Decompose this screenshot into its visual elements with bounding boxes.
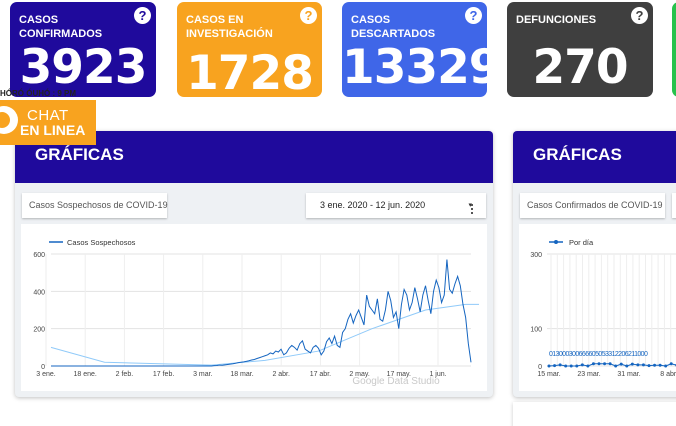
x-tick-label: 17 feb. xyxy=(153,371,174,378)
data-point xyxy=(653,363,657,367)
investigation-cases-card: CASOS EN INVESTIGACIÓN ? 1728 xyxy=(177,2,322,97)
deaths-card: DEFUNCIONES ? 270 xyxy=(507,2,653,97)
discarded-cases-label: CASOS DESCARTADOS xyxy=(351,14,436,40)
confirmed-cases-label: CASOS CONFIRMADOS xyxy=(19,14,103,40)
x-tick-label: 17 abr. xyxy=(310,371,331,378)
data-labels: 013000300666605053312206211000 xyxy=(549,351,648,358)
data-point xyxy=(564,364,568,368)
chart-container: 0 100 300 15 mar. 23 mar. 31 mar. 8 abr. Por dí… xyxy=(519,224,676,391)
panel-title: GRÁFICAS xyxy=(513,131,676,183)
trend-line xyxy=(50,303,480,366)
x-tick-label: 18 mar. xyxy=(230,371,253,378)
discarded-cases-card: CASOS DESCARTADOS ? 13329 xyxy=(342,2,487,97)
y-tick-label: 100 xyxy=(530,327,542,334)
suspected-chart-panel: GRÁFICAS Casos Sospechosos de COVID-19 3… xyxy=(15,131,493,397)
series-line-suspected xyxy=(51,259,472,367)
date-range-picker-partial[interactable] xyxy=(672,193,676,218)
x-tick-label: 2 may. xyxy=(349,371,370,378)
y-tick-label: 300 xyxy=(530,252,542,259)
x-tick-label: 2 abr. xyxy=(272,371,290,378)
investigation-cases-value: 1728 xyxy=(186,46,314,98)
legend-marker xyxy=(554,240,558,244)
y-tick-label: 0 xyxy=(538,364,542,371)
data-point xyxy=(569,364,573,368)
data-point xyxy=(608,362,612,366)
chart-container: 0 200 400 600 3 ene. 18 ene. 2 feb. 17 feb. 3 ma… xyxy=(21,224,487,391)
data-point xyxy=(664,364,668,368)
more-options-icon[interactable] xyxy=(471,204,473,214)
x-tick-label: 3 mar. xyxy=(193,371,213,378)
watermark: Google Data Studio xyxy=(352,376,440,387)
confirmed-per-day-chart: 0 100 300 15 mar. 23 mar. 31 mar. 8 abr. Por dí… xyxy=(530,238,676,378)
chevron-down-icon: ▾ xyxy=(468,202,472,209)
x-tick-label: 2 feb. xyxy=(116,371,134,378)
deaths-value: 270 xyxy=(532,40,628,95)
x-tick-label: 23 mar. xyxy=(577,371,600,378)
date-range-text: 3 ene. 2020 - 12 jun. 2020 xyxy=(320,200,426,210)
data-point xyxy=(669,362,673,366)
recovered-card-partial xyxy=(672,2,676,97)
help-icon[interactable]: ? xyxy=(300,7,317,24)
card-below xyxy=(513,402,676,426)
x-tick-label: 31 mar. xyxy=(617,371,640,378)
y-tick-label: 600 xyxy=(33,252,45,259)
data-point xyxy=(625,364,629,368)
data-point xyxy=(658,363,662,367)
confirmed-cases-card: CASOS CONFIRMADOS ? 3923 xyxy=(10,2,156,97)
help-icon[interactable]: ? xyxy=(631,7,648,24)
data-point xyxy=(580,363,584,367)
data-point xyxy=(630,362,634,366)
data-point xyxy=(641,363,645,367)
series-line-per-day xyxy=(548,363,676,367)
data-point xyxy=(636,363,640,367)
deaths-label: DEFUNCIONES xyxy=(516,14,597,26)
date-range-picker[interactable]: 3 ene. 2020 - 12 jun. 2020 ▾ xyxy=(306,193,486,218)
data-point xyxy=(591,362,595,366)
chat-icon xyxy=(0,106,18,134)
data-point xyxy=(619,362,623,366)
suspected-cases-chart: 0 200 400 600 3 ene. 18 ene. 2 feb. 17 feb. 3 ma… xyxy=(33,238,480,387)
chart-filter-confirmed[interactable]: Casos Confirmados de COVID-19 xyxy=(520,193,665,218)
chat-label-line1: CHAT xyxy=(27,107,69,124)
x-tick-label: 8 abr. xyxy=(660,371,676,378)
legend-label: Casos Sospechosos xyxy=(67,238,136,247)
data-point xyxy=(647,364,651,368)
y-tick-label: 400 xyxy=(33,289,45,296)
help-icon[interactable]: ? xyxy=(134,7,151,24)
y-tick-label: 200 xyxy=(33,327,45,334)
confirmed-chart-panel: GRÁFICAS Casos Confirmados de COVID-19 0… xyxy=(513,131,676,397)
data-point xyxy=(614,364,618,368)
x-tick-label: 3 ene. xyxy=(36,371,56,378)
data-point xyxy=(558,363,562,367)
legend-label: Por día xyxy=(569,238,594,247)
help-icon[interactable]: ? xyxy=(465,7,482,24)
chart-filter-suspected[interactable]: Casos Sospechosos de COVID-19 xyxy=(22,193,168,218)
data-point xyxy=(597,362,601,366)
update-time-text: HÓRÓ ÓUHÓ : 9 PM xyxy=(0,89,77,98)
data-point xyxy=(575,364,579,368)
data-point xyxy=(603,362,607,366)
data-point xyxy=(553,364,557,368)
y-tick-label: 0 xyxy=(41,364,45,371)
x-tick-label: 1 jun. xyxy=(429,371,446,378)
x-tick-label: 15 mar. xyxy=(537,371,560,378)
confirmed-cases-value: 3923 xyxy=(19,40,148,95)
x-tick-label: 17 may. xyxy=(387,371,411,378)
data-point xyxy=(586,364,590,368)
chat-online-button[interactable]: CHAT EN LINEA xyxy=(0,100,96,145)
x-tick-label: 18 ene. xyxy=(74,371,97,378)
data-point xyxy=(547,364,551,368)
discarded-cases-value: 13329 xyxy=(342,40,487,95)
investigation-cases-label: CASOS EN INVESTIGACIÓN xyxy=(186,14,273,40)
chat-label-line2: EN LINEA xyxy=(20,122,86,138)
